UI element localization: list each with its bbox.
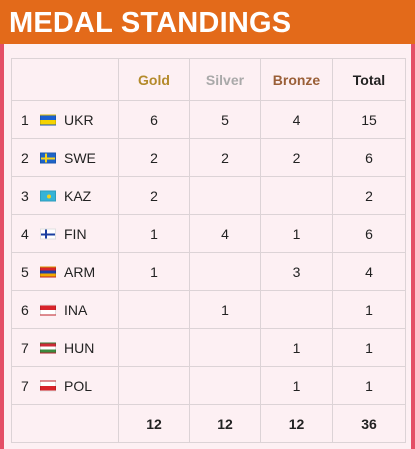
bronze-count: 1 <box>260 366 333 405</box>
table-row: 1 UKR 6 5 4 15 <box>11 100 406 139</box>
medal-table: Gold Silver Bronze Total 1 UKR 6 5 4 15 … <box>11 58 406 443</box>
rank: 2 <box>21 149 29 166</box>
bronze-count: 1 <box>260 328 333 367</box>
bronze-count: 1 <box>260 214 333 253</box>
country-code: ARM <box>64 263 96 280</box>
header-silver: Silver <box>189 58 261 101</box>
gold-count <box>118 366 190 405</box>
table-row: 5 ARM 1 3 4 <box>11 252 406 291</box>
header-team <box>11 58 119 101</box>
header-bar: MEDAL STANDINGS <box>0 0 415 44</box>
rank: 7 <box>21 377 29 394</box>
silver-total: 12 <box>189 404 261 443</box>
indonesia-flag-icon <box>40 304 56 315</box>
bronze-count: 4 <box>260 100 333 139</box>
gold-count: 2 <box>118 138 190 177</box>
total-count: 6 <box>332 138 406 177</box>
gold-count <box>118 290 190 329</box>
country-code: SWE <box>64 149 96 166</box>
grand-total: 36 <box>332 404 406 443</box>
bronze-count: 3 <box>260 252 333 291</box>
total-count: 1 <box>332 290 406 329</box>
gold-count: 1 <box>118 214 190 253</box>
table-row: 6 INA 1 1 <box>11 290 406 329</box>
rank: 1 <box>21 111 29 128</box>
header-gold: Gold <box>118 58 190 101</box>
total-count: 4 <box>332 252 406 291</box>
silver-count: 5 <box>189 100 261 139</box>
rank: 6 <box>21 301 29 318</box>
header-bronze: Bronze <box>260 58 333 101</box>
silver-count: 2 <box>189 138 261 177</box>
rank: 5 <box>21 263 29 280</box>
total-count: 1 <box>332 328 406 367</box>
finland-flag-icon <box>40 228 56 239</box>
country-code: POL <box>64 377 93 394</box>
header-total: Total <box>332 58 406 101</box>
sweden-flag-icon <box>40 152 56 163</box>
country-code: UKR <box>64 111 94 128</box>
team-cell: 3 KAZ <box>11 176 119 215</box>
total-count: 2 <box>332 176 406 215</box>
table-row: 3 KAZ 2 2 <box>11 176 406 215</box>
kazakhstan-flag-icon <box>40 190 56 201</box>
table-row: 7 HUN 1 1 <box>11 328 406 367</box>
table-row: 4 FIN 1 4 1 6 <box>11 214 406 253</box>
bronze-count <box>260 290 333 329</box>
team-cell: 7 HUN <box>11 328 119 367</box>
country-code: KAZ <box>64 187 92 204</box>
bronze-count <box>260 176 333 215</box>
team-cell: 4 FIN <box>11 214 119 253</box>
silver-count <box>189 366 261 405</box>
totals-label-cell <box>11 404 119 443</box>
country-code: HUN <box>64 339 95 356</box>
team-cell: 7 POL <box>11 366 119 405</box>
country-code: INA <box>64 301 88 318</box>
team-cell: 2 SWE <box>11 138 119 177</box>
team-cell: 1 UKR <box>11 100 119 139</box>
gold-count <box>118 328 190 367</box>
silver-count: 4 <box>189 214 261 253</box>
bronze-total: 12 <box>260 404 333 443</box>
rank: 4 <box>21 225 29 242</box>
gold-total: 12 <box>118 404 190 443</box>
country-code: FIN <box>64 225 87 242</box>
hungary-flag-icon <box>40 342 56 353</box>
table-row: 7 POL 1 1 <box>11 366 406 405</box>
totals-row: 12 12 12 36 <box>11 404 406 443</box>
silver-count <box>189 328 261 367</box>
table-row: 2 SWE 2 2 2 6 <box>11 138 406 177</box>
total-count: 15 <box>332 100 406 139</box>
gold-count: 2 <box>118 176 190 215</box>
table-header-row: Gold Silver Bronze Total <box>11 58 406 101</box>
page-title: MEDAL STANDINGS <box>9 7 292 39</box>
silver-count <box>189 252 261 291</box>
gold-count: 1 <box>118 252 190 291</box>
gold-count: 6 <box>118 100 190 139</box>
ukraine-flag-icon <box>40 114 56 125</box>
armenia-flag-icon <box>40 266 56 277</box>
total-count: 6 <box>332 214 406 253</box>
silver-count: 1 <box>189 290 261 329</box>
total-count: 1 <box>332 366 406 405</box>
team-cell: 5 ARM <box>11 252 119 291</box>
bronze-count: 2 <box>260 138 333 177</box>
silver-count <box>189 176 261 215</box>
rank: 3 <box>21 187 29 204</box>
team-cell: 6 INA <box>11 290 119 329</box>
poland-flag-icon <box>40 380 56 391</box>
rank: 7 <box>21 339 29 356</box>
